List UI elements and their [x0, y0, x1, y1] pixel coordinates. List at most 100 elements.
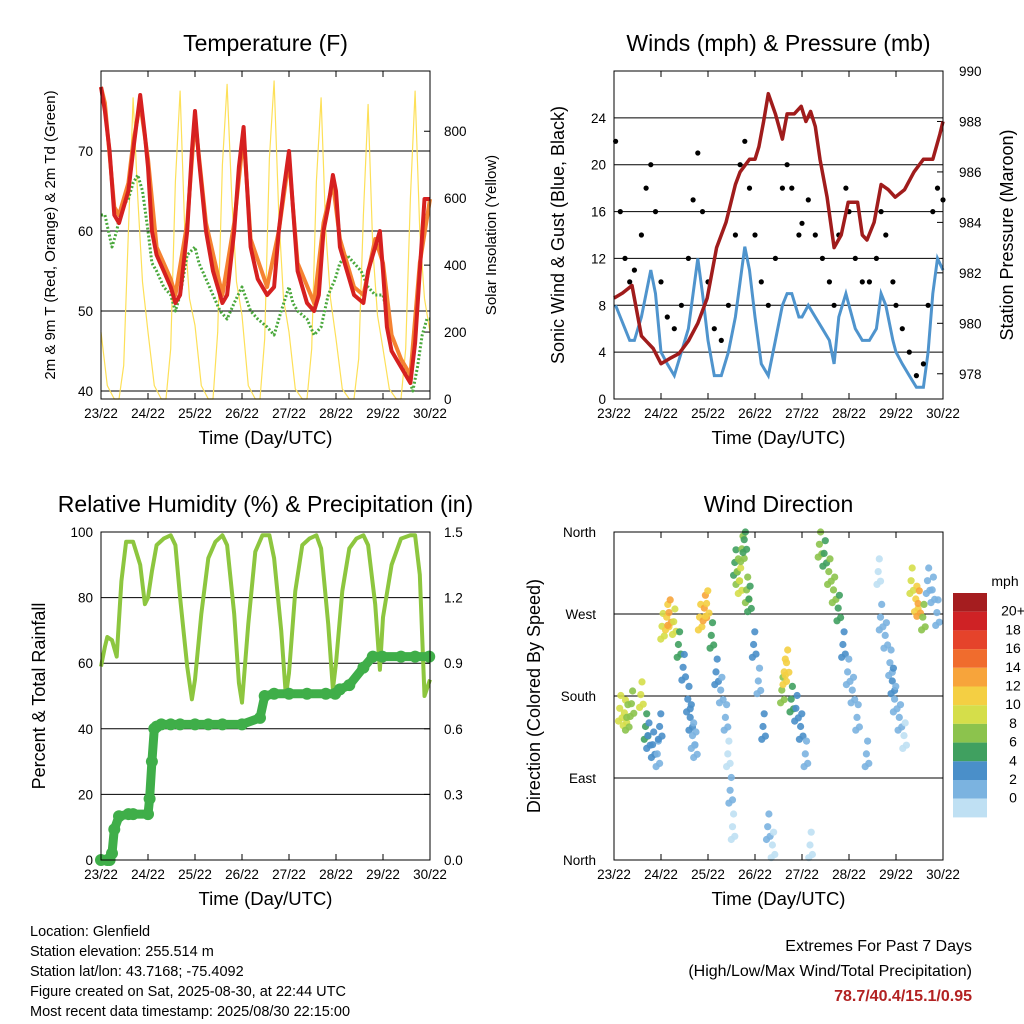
- direction-point: [831, 573, 839, 581]
- gust-point: [899, 326, 905, 332]
- direction-point: [825, 568, 833, 576]
- direction-point: [751, 628, 759, 636]
- rainfall-point: [202, 718, 215, 731]
- elevation-text: Station elevation: 255.514 m: [30, 944, 214, 960]
- direction-point: [730, 810, 738, 818]
- x-tick-label: 26/22: [225, 406, 259, 421]
- direction-point: [884, 641, 892, 649]
- y-tick-label: 0: [85, 853, 93, 868]
- x-tick-label: 27/22: [785, 406, 819, 421]
- y-tick-label: 8: [598, 298, 606, 313]
- x-tick-label: 26/22: [738, 867, 772, 882]
- rainfall-point: [127, 808, 140, 821]
- colorbar-swatch: [953, 742, 987, 762]
- x-tick-label: 29/22: [879, 867, 913, 882]
- x-tick-label: 29/22: [366, 406, 400, 421]
- direction-point: [684, 695, 692, 703]
- direction-point: [806, 841, 814, 849]
- y-tick-label: South: [561, 689, 596, 704]
- extremes-values: 78.7/40.4/15.1/0.95: [834, 988, 972, 1005]
- y2-tick-label: 200: [444, 325, 467, 340]
- x-tick-label: 28/22: [832, 867, 866, 882]
- direction-point: [710, 641, 718, 649]
- direction-point: [721, 713, 730, 722]
- direction-point: [837, 614, 845, 622]
- direction-point: [780, 696, 788, 704]
- chart-panel-3: Relative Humidity (%) & Precipitation (i…: [29, 491, 473, 909]
- y-tick-label: 60: [78, 656, 93, 671]
- direction-point: [724, 723, 732, 731]
- y-tick-label: 100: [70, 525, 93, 540]
- direction-point: [666, 596, 674, 604]
- colorbar-swatch: [953, 798, 987, 818]
- y-tick-label: North: [563, 853, 596, 868]
- rainfall-point: [106, 847, 118, 860]
- direction-point: [929, 573, 938, 581]
- direction-point: [841, 650, 849, 658]
- gust-point: [873, 255, 880, 261]
- direction-point: [853, 713, 861, 722]
- x-tick-label: 27/22: [785, 867, 819, 882]
- y2-tick-label: 400: [444, 258, 467, 273]
- direction-point: [785, 668, 793, 676]
- direction-point: [798, 710, 806, 718]
- direction-point: [901, 719, 909, 727]
- y-tick-label: 20: [591, 158, 606, 173]
- rainfall-point: [258, 690, 271, 702]
- rainfall-point: [409, 650, 422, 663]
- gust-point: [652, 209, 659, 215]
- direction-point: [808, 850, 817, 859]
- direction-point: [891, 695, 899, 703]
- gust-point: [643, 185, 649, 191]
- x-tick-label: 23/22: [597, 406, 631, 421]
- series-sonic-wind: [614, 246, 945, 389]
- direction-point: [747, 604, 755, 613]
- direction-point: [864, 737, 872, 745]
- x-tick-label: 25/22: [691, 406, 725, 421]
- direction-point: [726, 759, 734, 768]
- y2-tick-label: 980: [959, 316, 982, 331]
- gust-point: [699, 209, 706, 215]
- series-2m-t: [99, 86, 430, 385]
- direction-point: [723, 701, 731, 709]
- direction-point: [840, 628, 848, 636]
- plot-frame: [100, 70, 431, 400]
- colorbar-label: 6: [1009, 734, 1017, 750]
- colorbar-label: 12: [1005, 678, 1021, 694]
- colorbar-swatch: [953, 761, 987, 780]
- direction-point: [784, 646, 792, 654]
- direction-point: [660, 632, 668, 640]
- x-tick-label: 30/22: [413, 867, 447, 882]
- gust-point: [796, 232, 802, 238]
- direction-point: [878, 600, 886, 609]
- chart-title: Wind Direction: [704, 491, 854, 517]
- direction-point: [755, 664, 764, 672]
- gust-point: [617, 209, 623, 215]
- rainfall-point: [189, 718, 201, 731]
- y2-tick-label: 1.2: [444, 591, 463, 606]
- created-text: Figure created on Sat, 2025-08-30, at 22…: [30, 984, 346, 1000]
- direction-point: [862, 750, 871, 758]
- direction-point: [728, 823, 737, 831]
- colorbar-swatch: [953, 723, 987, 743]
- direction-point: [826, 555, 834, 563]
- rainfall-point: [376, 650, 389, 663]
- colorbar-swatch: [953, 705, 987, 724]
- y-tick-label: 20: [78, 787, 93, 802]
- direction-point: [740, 554, 748, 563]
- direction-point: [724, 750, 732, 758]
- colorbar-label: 10: [1005, 696, 1021, 712]
- rainfall-point: [366, 650, 379, 663]
- direction-point: [764, 823, 772, 831]
- gust-point: [878, 209, 884, 215]
- gust-point: [671, 326, 677, 332]
- rainfall-point: [333, 683, 346, 696]
- direction-point: [882, 619, 891, 627]
- y2-tick-label: 0: [444, 392, 452, 407]
- direction-point: [665, 609, 673, 617]
- direction-point: [923, 577, 932, 585]
- direction-point: [658, 732, 666, 740]
- gust-point: [826, 279, 833, 285]
- direction-point: [728, 796, 737, 804]
- colorbar: mph 20+ 18 16 14 12 10 8 6 4 2 0: [953, 573, 1024, 818]
